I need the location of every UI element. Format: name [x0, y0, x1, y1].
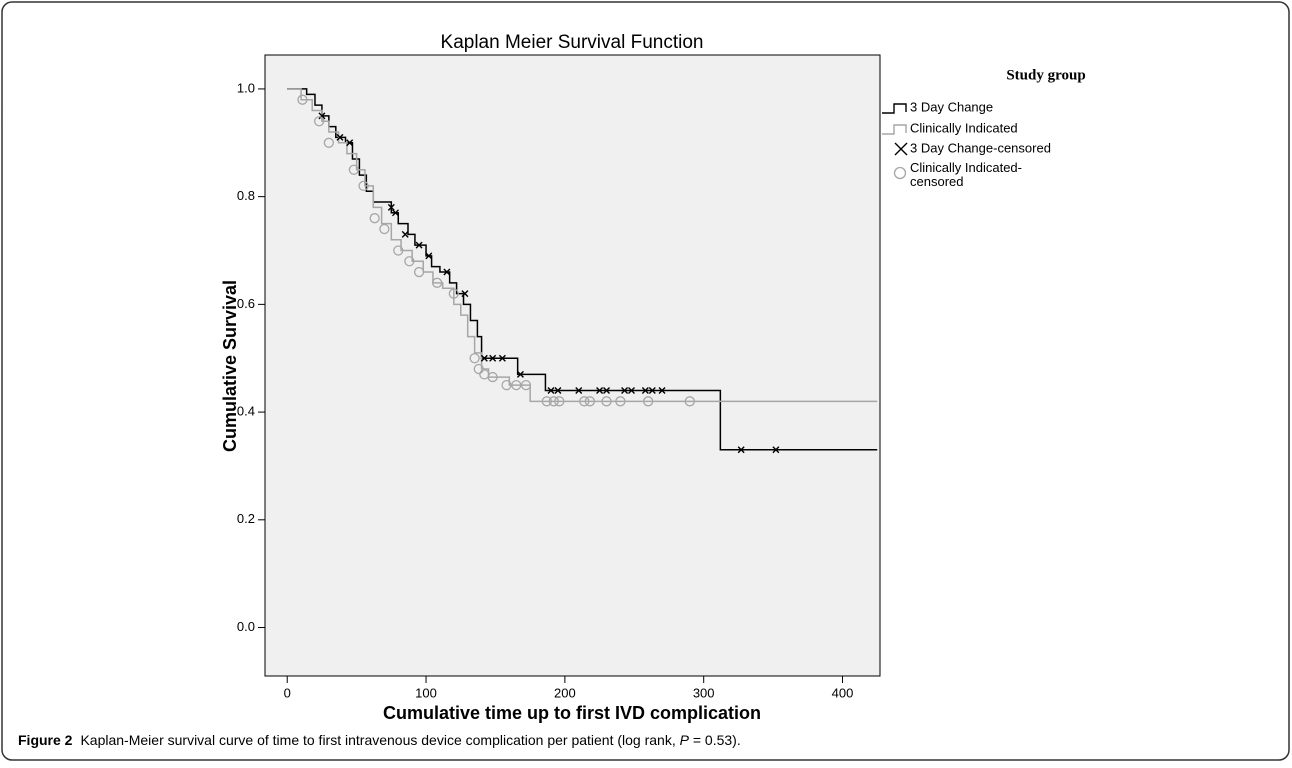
censor-circle	[487, 371, 498, 383]
censor-x	[772, 446, 780, 454]
censor-circle	[501, 380, 512, 391]
censor-x	[425, 252, 433, 260]
censor-x	[628, 387, 635, 395]
censor-circle	[615, 396, 626, 407]
y-tick-label: 1.0	[237, 80, 255, 95]
legend-label-line: Clinically Indicated-	[910, 160, 1022, 175]
censor-circle	[379, 223, 390, 235]
legend-title: Study group	[1006, 67, 1085, 83]
x-tick-label: 300	[693, 685, 715, 700]
legend-icon	[882, 124, 907, 135]
censor-circle	[323, 137, 335, 148]
censor-x	[415, 241, 423, 249]
y-tick-label: 0.2	[237, 511, 255, 526]
censor-circle	[520, 380, 532, 391]
legend-icon	[893, 166, 907, 180]
x-tick-label: 100	[415, 685, 437, 700]
y-tick-label: 0.4	[237, 404, 255, 419]
censor-x	[596, 387, 604, 395]
x-axis-label: Cumulative time up to first IVD complica…	[383, 703, 761, 723]
x-tick-label: 0	[284, 685, 291, 700]
censor-x	[346, 139, 354, 147]
censor-circle	[393, 245, 404, 256]
censor-circle	[313, 116, 325, 127]
x-tick-label: 400	[832, 685, 854, 700]
censor-circle	[369, 213, 380, 224]
censor-x	[443, 268, 451, 276]
y-tick-label: 0.0	[237, 619, 255, 634]
censor-circle	[643, 396, 654, 407]
censor-circle	[554, 396, 565, 407]
censor-circle	[469, 353, 480, 364]
legend-label: Clinically Indicated	[910, 120, 1018, 135]
censor-circle	[548, 396, 559, 407]
censor-x	[392, 209, 399, 217]
censor-circle	[579, 396, 590, 407]
censor-circle	[404, 256, 415, 267]
caption-text-end: = 0.53).	[689, 732, 741, 748]
censor-x	[318, 112, 326, 120]
legend-label-line: censored	[910, 174, 963, 189]
censor-circle	[511, 380, 522, 391]
censor-circle	[297, 94, 308, 105]
censor-circle	[413, 266, 425, 278]
plot-area	[264, 54, 881, 677]
censor-x	[498, 354, 506, 362]
censor-circle	[358, 180, 369, 192]
censor-x	[621, 387, 629, 395]
censor-x	[516, 370, 524, 378]
censor-x	[648, 387, 656, 395]
censor-circle	[431, 277, 443, 288]
censor-x	[737, 446, 745, 454]
caption-text: Kaplan-Meier survival curve of time to f…	[80, 732, 679, 748]
censor-x	[489, 354, 497, 362]
censor-circle	[684, 396, 695, 407]
legend-icon	[894, 142, 908, 156]
legend-label: Clinically Indicated-censored	[910, 160, 1022, 189]
caption: Figure 2 Kaplan-Meier survival curve of t…	[18, 732, 741, 748]
survival-curve	[287, 88, 878, 451]
censor-circle	[601, 396, 612, 407]
censor-x	[401, 230, 409, 238]
censor-x	[547, 387, 555, 395]
censor-x	[603, 387, 611, 395]
y-tick-label: 0.8	[237, 188, 255, 203]
censor-x	[480, 354, 488, 362]
censor-circle	[448, 288, 459, 299]
y-axis-label: Cumulative Survival	[220, 280, 240, 452]
legend-icon	[882, 103, 907, 114]
censor-circle	[541, 396, 552, 407]
caption-italic: P	[680, 732, 690, 748]
censor-x	[554, 387, 562, 395]
censor-x	[575, 387, 583, 395]
caption-label: Figure 2	[18, 732, 73, 748]
y-tick-label: 0.6	[237, 296, 255, 311]
censor-x	[387, 203, 395, 211]
censor-x	[336, 133, 344, 141]
legend-label: 3 Day Change	[910, 99, 993, 114]
censor-circle	[348, 164, 359, 175]
censor-x	[641, 387, 649, 395]
legend-label: 3 Day Change-censored	[910, 140, 1051, 155]
chart-title: Kaplan Meier Survival Function	[441, 32, 704, 53]
survival-curve	[287, 88, 878, 403]
censor-circle	[584, 396, 596, 407]
censor-circle	[473, 363, 484, 375]
censor-x	[461, 290, 469, 298]
censor-x	[658, 387, 666, 395]
x-tick-label: 200	[554, 685, 576, 700]
